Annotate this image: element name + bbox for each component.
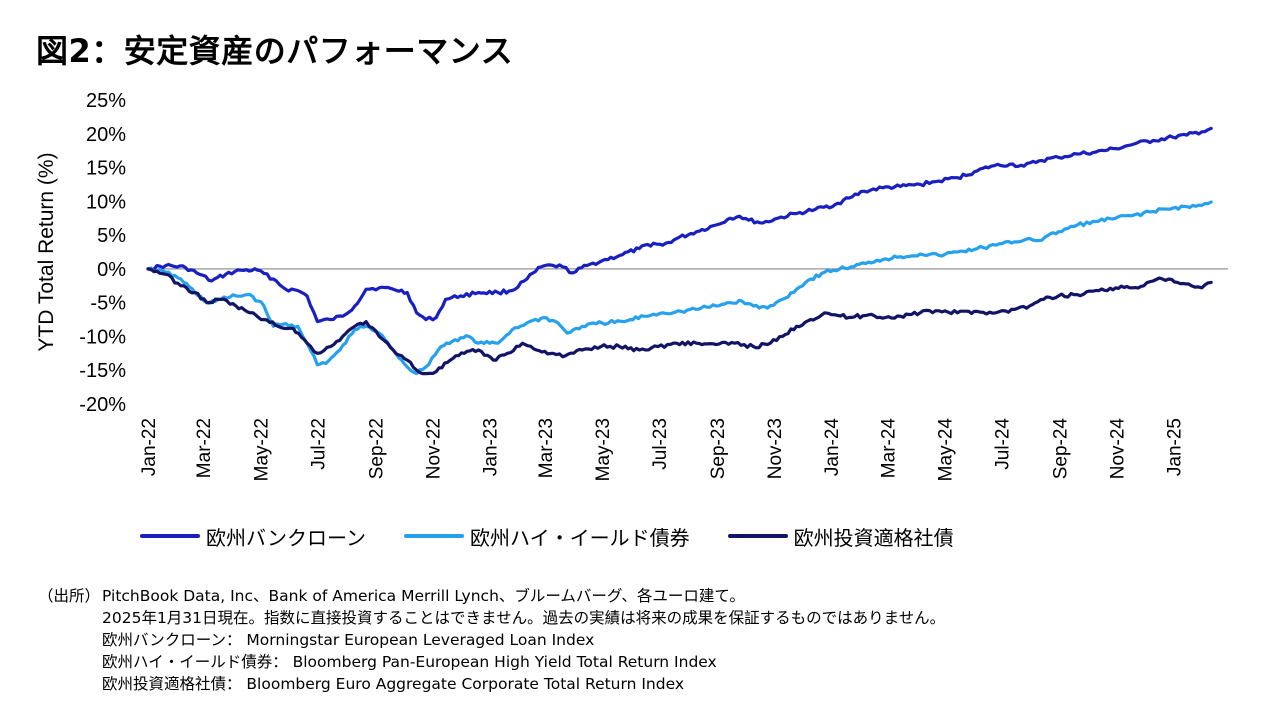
y-tick-label: 20%: [86, 124, 126, 146]
source-line-1: PitchBook Data, Inc、Bank of America Merr…: [102, 587, 745, 605]
legend-item-investment-grade: 欧州投資適格社債: [727, 522, 954, 551]
x-tick-label: Sep-23: [708, 418, 729, 479]
y-tick-label: -20%: [79, 394, 126, 416]
series-line-bank-loan: [146, 126, 1213, 324]
source-line-5: 欧州投資適格社債： Bloomberg Euro Aggregate Corpo…: [102, 675, 685, 693]
legend-swatch-high-yield: [404, 534, 464, 538]
x-tick-label: May-22: [251, 418, 272, 481]
y-tick-label: 0%: [97, 259, 126, 281]
y-tick-label: 5%: [97, 225, 126, 247]
x-tick-label: Jul-24: [993, 418, 1014, 470]
y-tick-label: 10%: [86, 191, 126, 213]
x-tick-label: Mar-24: [878, 418, 899, 479]
source-label: （出所）: [38, 587, 101, 605]
x-tick-label: Mar-23: [536, 418, 557, 478]
y-axis-ticks: 25% 20% 15% 10% 5% 0% -5% -10% -15% -20%: [79, 90, 126, 416]
source-notes: （出所） PitchBook Data, Inc、Bank of America…: [38, 585, 945, 695]
x-tick-label: Jul-22: [308, 418, 329, 470]
chart-title: 図2：安定資産のパフォーマンス: [36, 32, 514, 70]
legend-label-investment-grade: 欧州投資適格社債: [793, 525, 954, 550]
legend: 欧州バンクローン 欧州ハイ・イールド債券 欧州投資適格社債: [140, 521, 992, 551]
source-line-3: 欧州バンクローン： Morningstar European Leveraged…: [102, 631, 595, 649]
x-tick-label: Sep-22: [366, 418, 387, 479]
x-tick-label: Jan-22: [139, 418, 160, 476]
x-tick-label: Jul-23: [650, 418, 671, 470]
y-axis-label: YTD Total Return (%): [35, 152, 58, 351]
line-chart: 25% 20% 15% 10% 5% 0% -5% -10% -15% -20% Jan-22 Ma…: [35, 90, 1228, 482]
series-line-investment-grade: [146, 267, 1213, 376]
x-tick-label: May-24: [935, 418, 956, 482]
x-tick-label: Sep-24: [1051, 418, 1072, 480]
source-line-2: 2025年1月31日現在。指数に直接投資することはできません。過去の実績は将来の…: [102, 609, 946, 627]
legend-label-high-yield: 欧州ハイ・イールド債券: [470, 525, 690, 550]
x-tick-label: Nov-22: [424, 418, 445, 479]
legend-swatch-investment-grade: [727, 534, 788, 538]
x-tick-label: Jan-25: [1165, 418, 1186, 476]
x-tick-label: Jan-23: [481, 418, 502, 476]
source-line-4: 欧州ハイ・イールド債券： Bloomberg Pan-European High…: [102, 653, 717, 671]
y-tick-label: 25%: [86, 90, 126, 112]
legend-label-bank-loan: 欧州バンクローン: [206, 525, 366, 550]
x-tick-label: Jan-24: [822, 418, 843, 477]
series-lines: [146, 126, 1213, 376]
series-line-high-yield: [146, 200, 1213, 376]
y-tick-label: -15%: [79, 360, 126, 382]
x-tick-label: Mar-22: [194, 418, 215, 478]
legend-item-high-yield: 欧州ハイ・イールド債券: [404, 522, 690, 551]
legend-item-bank-loan: 欧州バンクローン: [140, 522, 366, 551]
x-tick-label: Nov-23: [765, 418, 786, 479]
x-axis-ticks: Jan-22 Mar-22 May-22 Jul-22 Sep-22 Nov-22 Jan-…: [139, 418, 1186, 482]
legend-swatch-bank-loan: [140, 534, 200, 538]
y-tick-label: 15%: [86, 158, 126, 180]
x-tick-label: Nov-24: [1108, 418, 1129, 480]
y-tick-label: -10%: [79, 326, 126, 348]
y-tick-label: -5%: [90, 293, 126, 315]
x-tick-label: May-23: [593, 418, 614, 481]
